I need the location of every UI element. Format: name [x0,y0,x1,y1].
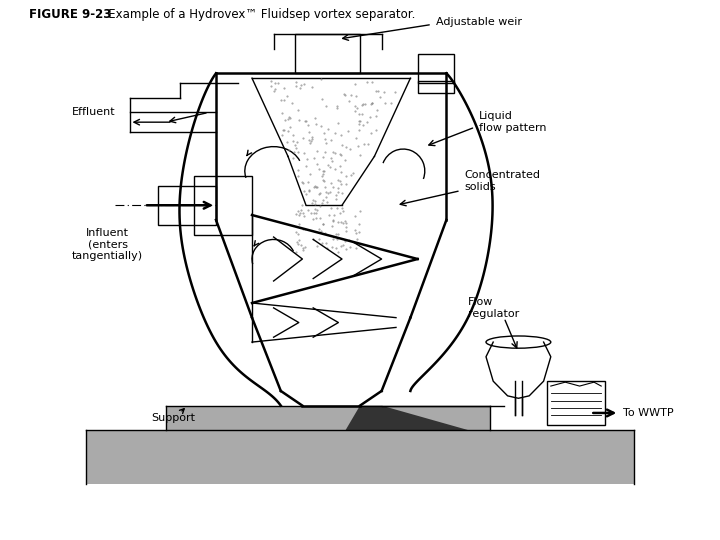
Bar [418,54,454,83]
Bar [295,34,360,73]
Text: Concentrated
solids: Concentrated solids [464,170,541,192]
Text: FIGURE 9-23: FIGURE 9-23 [29,8,111,21]
Text: Copyright © 2015 by Pearson Education, Inc: Copyright © 2015 by Pearson Education, I… [432,503,603,512]
Text: Influent
(enters
tangentially): Influent (enters tangentially) [72,228,143,261]
Bar [158,186,216,225]
Text: PEARSON: PEARSON [605,505,709,524]
Text: Flow
regulator: Flow regulator [468,297,519,319]
Text: Adjustable weir: Adjustable weir [436,17,521,27]
Text: Jerry A. Nathanson | Richard A. Schneider: Jerry A. Nathanson | Richard A. Schneide… [126,521,285,530]
Text: Basic Environmental Technology, Sixth Edition: Basic Environmental Technology, Sixth Ed… [126,503,303,512]
Text: ALWAYS LEARNING: ALWAYS LEARNING [4,508,150,521]
Bar [547,381,605,425]
Polygon shape [86,406,634,484]
Bar [194,176,252,234]
Text: Support: Support [151,413,195,423]
Text: Effluent: Effluent [72,107,116,117]
Text: To WWTP: To WWTP [623,408,673,418]
Text: All Rights Reserved: All Rights Reserved [432,521,506,530]
Polygon shape [346,406,468,430]
Bar [418,80,454,93]
Text: Liquid
flow pattern: Liquid flow pattern [479,111,546,133]
Text: Example of a Hydrovex™ Fluidsep vortex separator.: Example of a Hydrovex™ Fluidsep vortex s… [97,8,415,21]
